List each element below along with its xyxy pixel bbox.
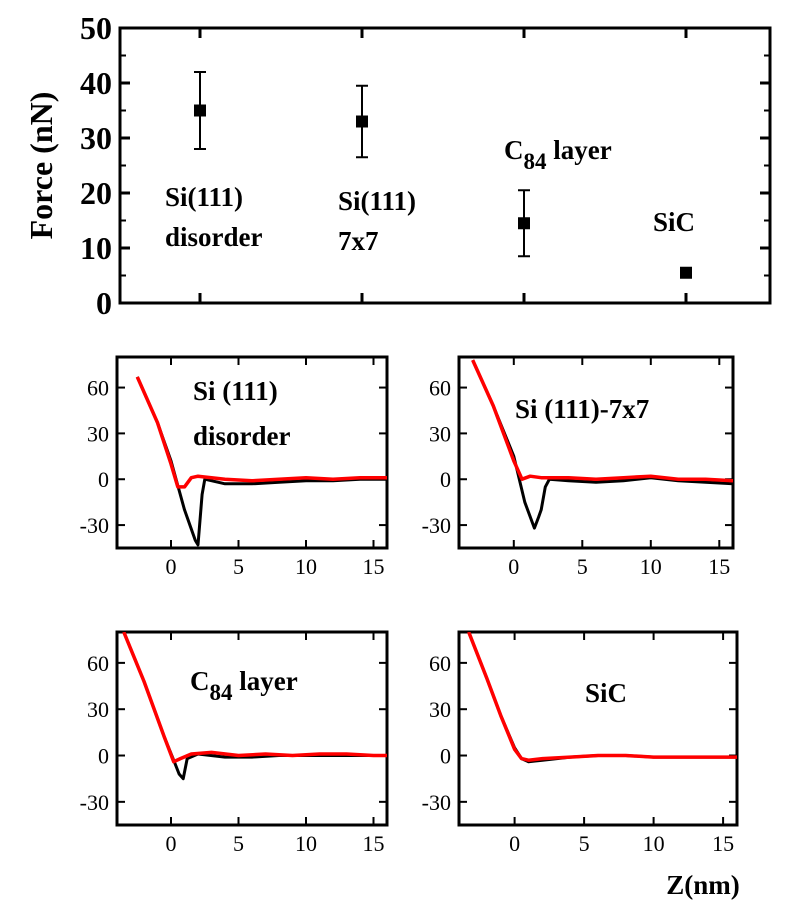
- xtick-label: 15: [363, 831, 385, 856]
- point-label: disorder: [165, 222, 263, 252]
- panel-frame: [115, 355, 389, 550]
- xtick-label: 10: [295, 831, 317, 856]
- xtick-label: 10: [295, 554, 317, 579]
- point-label: 7x7: [338, 226, 379, 256]
- approach-curve: [471, 359, 733, 530]
- panel-label: Si (111)-7x7: [515, 394, 649, 424]
- panel-sic: 0 5 10 15 60 30 0 -30 SiC Z(nm): [422, 630, 740, 900]
- x-axis-label: Z(nm): [666, 870, 740, 900]
- xtick-label: 5: [579, 831, 590, 856]
- ytick-label: 60: [87, 376, 109, 401]
- panel-frame: [457, 630, 739, 827]
- panel-label: Si (111): [193, 376, 278, 406]
- summary-ytick-label: 50: [80, 10, 112, 46]
- summary-frame: [118, 26, 772, 305]
- point-label: Si(111): [165, 182, 243, 212]
- panel-label: C84 layer: [190, 666, 298, 705]
- ytick-label: 30: [87, 697, 109, 722]
- ytick-label: 60: [87, 651, 109, 676]
- summary-ytick-label: 0: [96, 285, 112, 321]
- panel-si111-7x7: 0 5 10 15 60 30 0 -30 Si (111)-7x7: [422, 355, 735, 579]
- summary-chart: 0 10 20 30 40 50 Force (nN) Si(111) disorder Si(1…: [23, 10, 772, 321]
- xtick-label: 10: [640, 554, 662, 579]
- data-point: [356, 115, 368, 128]
- point-label: Si(111): [338, 186, 416, 216]
- ytick-label: 60: [429, 376, 451, 401]
- ytick-label: 0: [440, 744, 451, 769]
- panel-frame: [115, 630, 389, 827]
- data-point: [680, 266, 692, 279]
- summary-ytick-label: 20: [80, 175, 112, 211]
- panel-frame: [457, 355, 735, 550]
- xtick-label: 15: [712, 831, 734, 856]
- ytick-label: 30: [429, 421, 451, 446]
- ytick-label: -30: [422, 790, 451, 815]
- data-point: [518, 217, 530, 230]
- summary-ytick-label: 30: [80, 120, 112, 156]
- panel-si111-disorder: 0 5 10 15 60 30 0 -30 Si (111) disorder: [80, 355, 389, 579]
- xtick-label: 0: [509, 831, 520, 856]
- panel-label: SiC: [585, 678, 627, 708]
- panel-label: disorder: [193, 421, 291, 451]
- xtick-label: 0: [166, 554, 177, 579]
- ytick-label: 30: [429, 697, 451, 722]
- xtick-label: 10: [643, 831, 665, 856]
- point-label: C84 layer: [504, 135, 612, 174]
- ytick-label: -30: [80, 790, 109, 815]
- ytick-label: 30: [87, 421, 109, 446]
- point-label: SiC: [653, 207, 695, 237]
- xtick-label: 0: [166, 831, 177, 856]
- ytick-label: -30: [422, 513, 451, 538]
- summary-ytick-label: 40: [80, 65, 112, 101]
- retract-curve: [135, 376, 387, 489]
- xtick-label: 5: [577, 554, 588, 579]
- xtick-label: 5: [233, 831, 244, 856]
- xtick-label: 15: [363, 554, 385, 579]
- ytick-label: 0: [98, 467, 109, 492]
- retract-curve: [467, 632, 737, 762]
- retract-curve: [122, 632, 387, 764]
- retract-curve: [471, 359, 733, 483]
- summary-ytick-label: 10: [80, 230, 112, 266]
- ytick-label: -30: [80, 513, 109, 538]
- xtick-label: 5: [233, 554, 244, 579]
- ytick-label: 0: [440, 467, 451, 492]
- data-point: [194, 104, 206, 117]
- ytick-label: 60: [429, 651, 451, 676]
- summary-ylabel: Force (nN): [23, 92, 59, 240]
- ytick-label: 0: [98, 744, 109, 769]
- xtick-label: 15: [708, 554, 730, 579]
- approach-curve: [122, 632, 387, 781]
- xtick-label: 0: [508, 554, 519, 579]
- panel-c84-layer: 0 5 10 15 60 30 0 -30 C84 layer: [80, 630, 389, 856]
